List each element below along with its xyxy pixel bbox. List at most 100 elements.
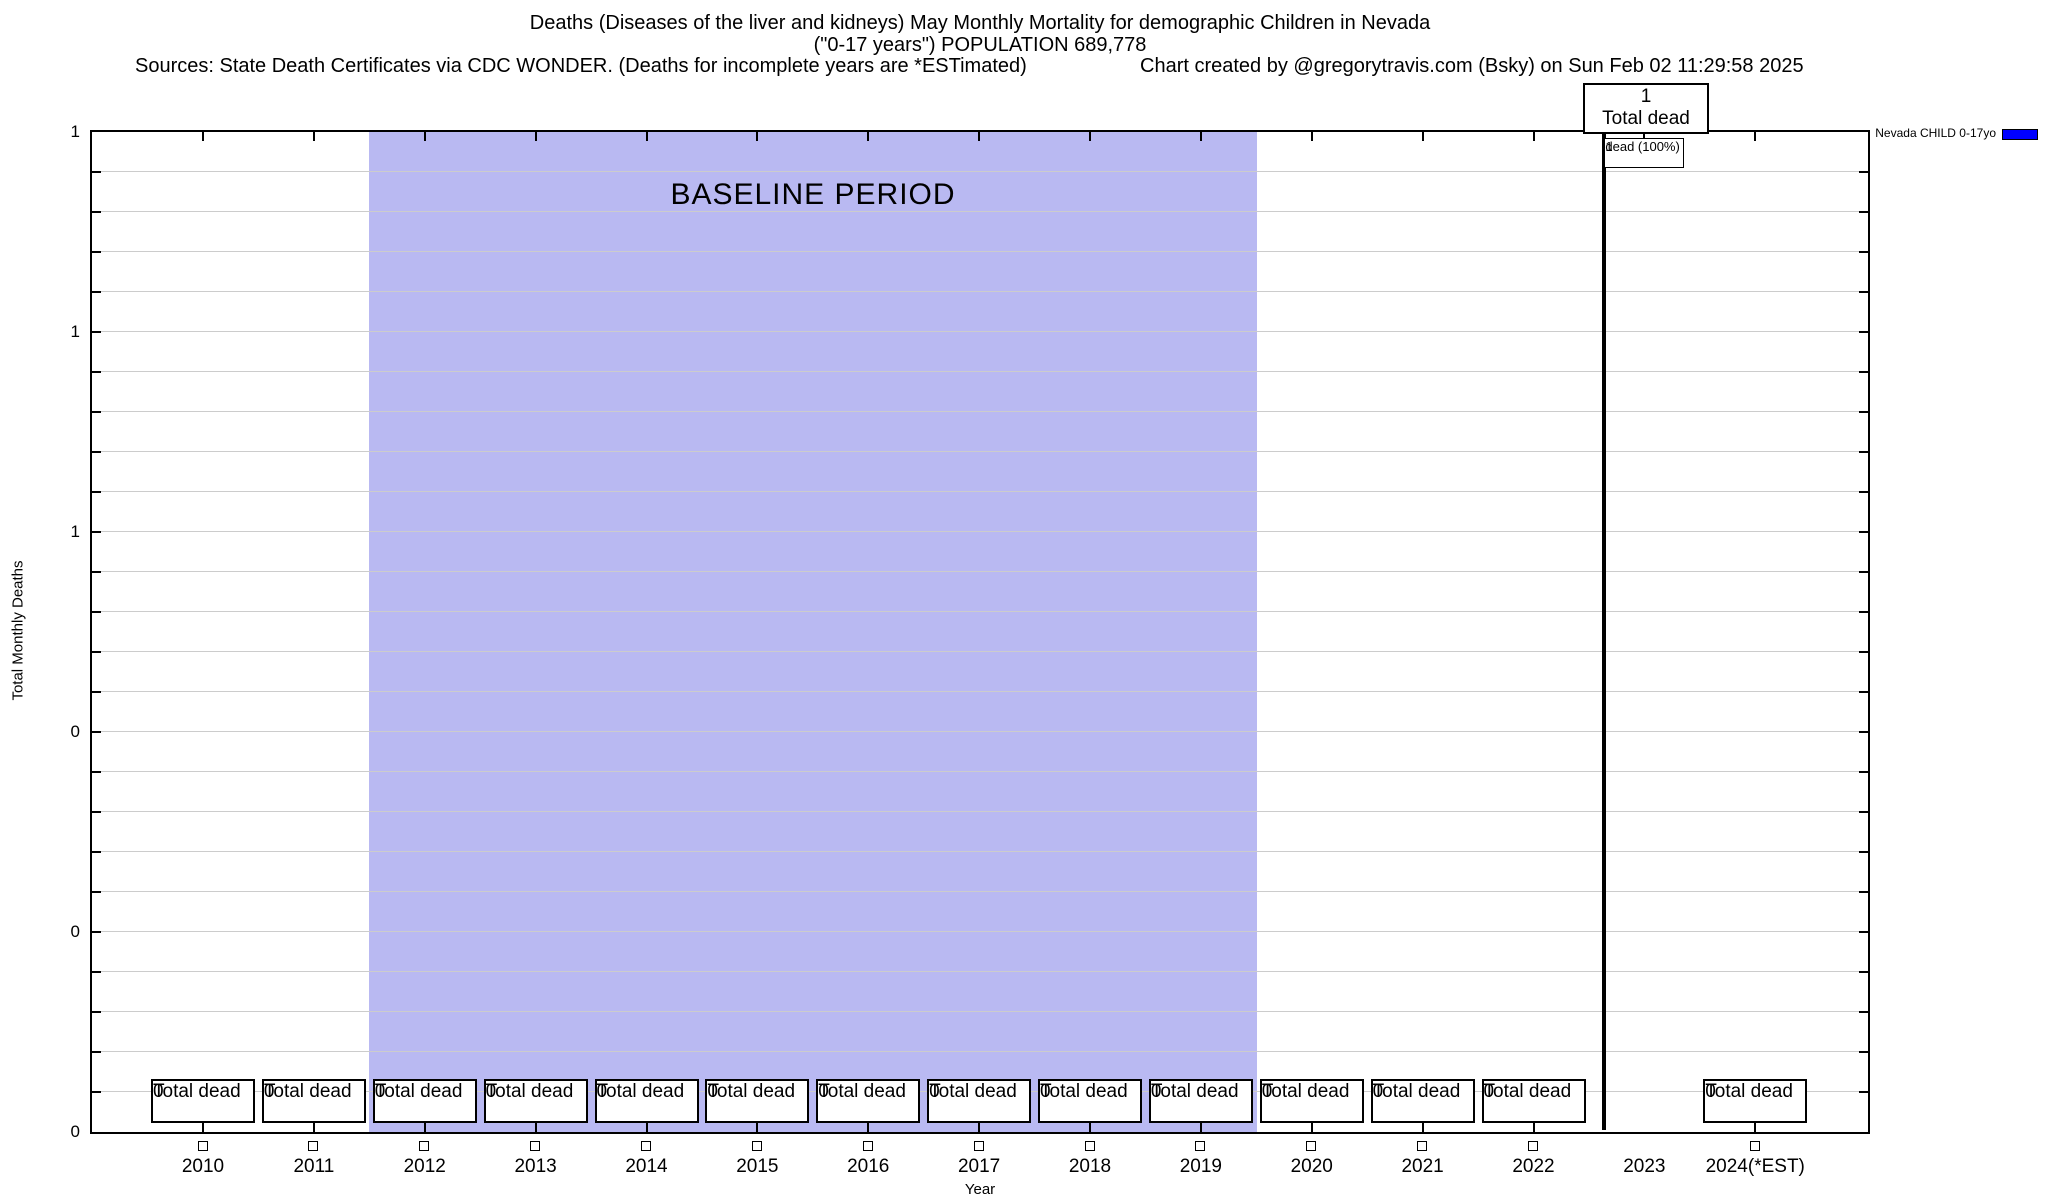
y-tick-left: [92, 971, 101, 973]
total-dead-box-stem: [1310, 1123, 1313, 1132]
total-dead-box-value: 0: [1150, 1081, 1162, 1102]
y-tick-right: [1859, 251, 1868, 253]
y-tick-left: [92, 931, 101, 933]
y-gridline: [92, 211, 1868, 212]
y-tick-left: [92, 811, 101, 813]
x-tick-top: [534, 132, 537, 141]
x-axis-year-label: 2011: [293, 1156, 335, 1177]
y-gridline: [92, 811, 1868, 812]
total-dead-box-value: 0: [1483, 1081, 1495, 1102]
y-gridline: [92, 451, 1868, 452]
total-dead-box-value: 0: [707, 1081, 718, 1102]
x-axis-year-label: 2022: [1512, 1156, 1555, 1177]
zero-point-marker: [973, 1141, 984, 1151]
y-tick-left: [92, 891, 101, 893]
y-axis-tick-label: 1: [70, 522, 80, 541]
zero-point-marker: [751, 1141, 762, 1151]
bar-2023-inner-label: 1 dead (100%): [1604, 138, 1685, 168]
total-dead-box-label: Total dead: [707, 1081, 796, 1102]
y-tick-left: [92, 1051, 101, 1053]
x-axis-year-label: 2015: [736, 1156, 779, 1177]
total-dead-box-label: Total dead: [263, 1081, 352, 1102]
y-tick-left: [92, 851, 101, 853]
y-tick-right: [1859, 371, 1868, 373]
y-tick-right: [1859, 891, 1868, 893]
total-dead-box-stem: [978, 1123, 981, 1132]
y-tick-left: [92, 531, 101, 533]
y-tick-right: [1859, 611, 1868, 613]
y-tick-right: [1859, 411, 1868, 413]
zero-point-marker: [308, 1141, 319, 1151]
x-tick-top: [645, 132, 648, 141]
total-dead-box: 0 Total dead: [816, 1079, 921, 1123]
zero-point-marker: [1749, 1141, 1760, 1151]
baseline-period-region: [369, 132, 1257, 1132]
x-axis-year-label: 2020: [1290, 1156, 1333, 1177]
y-gridline: [92, 371, 1868, 372]
total-dead-callout-2023-value: 1: [1640, 86, 1652, 107]
zero-point-marker: [1084, 1141, 1095, 1151]
total-dead-box: 0 Total dead: [1481, 1079, 1586, 1123]
bar-2023-inner-value: 1: [1605, 139, 1613, 154]
total-dead-box-stem: [645, 1123, 648, 1132]
total-dead-box: 0 Total dead: [1703, 1079, 1808, 1123]
x-tick-top: [1532, 132, 1535, 141]
total-dead-box-stem: [1532, 1123, 1535, 1132]
y-tick-right: [1859, 291, 1868, 293]
total-dead-box-value: 0: [263, 1081, 275, 1102]
x-axis-year-label: 2024(*EST): [1705, 1156, 1805, 1177]
total-dead-box-label: Total dead: [1483, 1081, 1572, 1102]
total-dead-box: 0 Total dead: [927, 1079, 1032, 1123]
y-tick-left: [92, 251, 101, 253]
zero-point-marker: [1417, 1141, 1428, 1151]
y-gridline: [92, 731, 1868, 732]
y-axis-tick-label: 1: [70, 322, 80, 341]
y-tick-left: [92, 411, 101, 413]
y-tick-right: [1859, 211, 1868, 213]
y-tick-right: [1859, 811, 1868, 813]
y-gridline: [92, 411, 1868, 412]
y-axis-tick-label: 0: [70, 1122, 80, 1141]
y-gridline: [92, 971, 1868, 972]
y-tick-right: [1859, 1011, 1868, 1013]
x-tick-top: [423, 132, 426, 141]
total-dead-box: 0 Total dead: [705, 1079, 810, 1123]
total-dead-box-value: 0: [485, 1081, 497, 1102]
y-tick-left: [92, 771, 101, 773]
baseline-period-label: BASELINE PERIOD: [670, 178, 956, 211]
y-tick-right: [1859, 651, 1868, 653]
x-tick-top: [756, 132, 759, 141]
y-axis-tick-label: 0: [70, 922, 80, 941]
y-axis-title: Total Monthly Deaths: [9, 560, 27, 701]
total-dead-box-value: 0: [1040, 1081, 1051, 1102]
total-dead-box-stem: [867, 1123, 870, 1132]
y-tick-right: [1859, 451, 1868, 453]
y-gridline: [92, 331, 1868, 332]
plot-area: BASELINE PERIOD 0 Total dead 0 Total dead 0 T…: [90, 130, 1870, 1134]
total-dead-box: 0 Total dead: [1148, 1079, 1253, 1123]
total-dead-box-label: Total dead: [596, 1081, 685, 1102]
y-gridline: [92, 291, 1868, 292]
y-tick-left: [92, 451, 101, 453]
y-tick-right: [1859, 931, 1868, 933]
total-dead-box-label: Total dead: [1372, 1081, 1461, 1102]
total-dead-box-label: Total dead: [1040, 1081, 1128, 1102]
y-tick-right: [1859, 971, 1868, 973]
total-dead-box: 0 Total dead: [1259, 1079, 1364, 1123]
attribution-note: Chart created by @gregorytravis.com (Bsk…: [1140, 55, 1804, 77]
y-tick-right: [1859, 331, 1868, 333]
x-axis-year-label: 2021: [1401, 1156, 1444, 1177]
y-gridline: [92, 891, 1868, 892]
x-axis-title: Year: [964, 1181, 996, 1198]
y-axis-tick-label: 1: [70, 122, 80, 141]
y-gridline: [92, 691, 1868, 692]
y-gridline: [92, 251, 1868, 252]
x-tick-top: [867, 132, 870, 141]
zero-point-marker: [1528, 1141, 1538, 1151]
total-dead-box: 0 Total dead: [372, 1079, 477, 1123]
x-axis-year-label: 2018: [1068, 1156, 1112, 1177]
y-gridline: [92, 771, 1868, 772]
total-dead-box-label: Total dead: [485, 1081, 574, 1102]
x-axis-year-label: 2014: [625, 1156, 668, 1177]
